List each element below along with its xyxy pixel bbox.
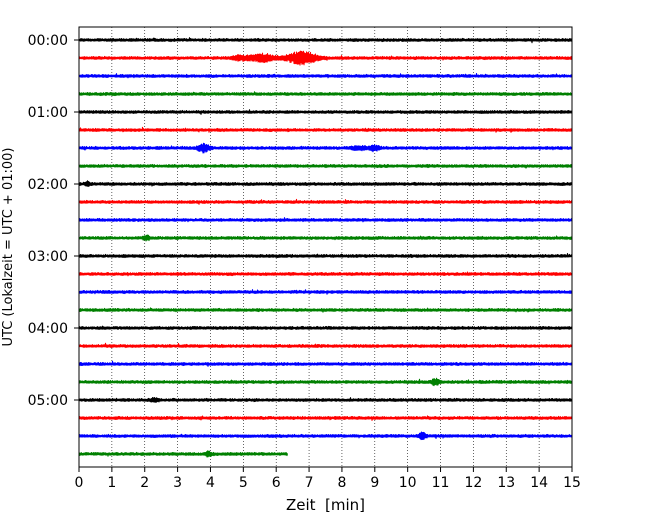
- x-tick-label: 5: [239, 475, 248, 491]
- trace-row-6: [78, 142, 573, 154]
- x-tick-label: 12: [464, 475, 482, 491]
- x-tick-label: 10: [399, 475, 417, 491]
- y-tick-label: 05:00: [28, 393, 68, 409]
- trace-row-5: [78, 126, 573, 133]
- x-tick-label: 2: [140, 475, 149, 491]
- seismic-traces: [78, 37, 573, 458]
- trace-row-7: [78, 163, 573, 169]
- trace-row-8: [78, 180, 573, 187]
- vertical-grid: [111, 27, 540, 467]
- trace-row-17: [78, 342, 573, 349]
- trace-row-13: [78, 271, 573, 277]
- trace-row-2: [78, 73, 573, 79]
- y-axis-title: UTC (Lokalzeit = UTC + 01:00): [1, 148, 16, 347]
- trace-row-14: [78, 289, 573, 295]
- y-tick-label: 04:00: [28, 321, 68, 337]
- x-tick-label: 4: [206, 475, 215, 491]
- x-tick-label: 15: [563, 475, 581, 491]
- x-axis: 0 1 2 3 4 5 6 7 8 9 10 11 12 13 14 15: [75, 467, 581, 491]
- x-axis-title: Zeit [min]: [286, 496, 365, 514]
- trace-row-21: [78, 415, 573, 421]
- trace-row-3: [78, 91, 573, 97]
- plot-frame: [78, 26, 573, 468]
- x-tick-label: 1: [107, 475, 116, 491]
- trace-row-23: [78, 450, 289, 458]
- trace-row-1: [78, 50, 573, 66]
- x-tick-label: 14: [530, 475, 548, 491]
- x-tick-label: 0: [75, 475, 84, 491]
- trace-row-20: [78, 397, 573, 403]
- trace-row-16: [78, 325, 573, 331]
- trace-row-22: [78, 431, 573, 441]
- trace-row-12: [78, 253, 573, 259]
- trace-row-18: [78, 360, 573, 367]
- x-tick-label: 8: [337, 475, 346, 491]
- x-tick-label: 11: [432, 475, 450, 491]
- trace-row-9: [78, 198, 573, 205]
- trace-row-0: [78, 37, 573, 44]
- trace-row-10: [78, 217, 573, 223]
- y-tick-label: 00:00: [28, 33, 68, 49]
- trace-row-15: [78, 307, 573, 313]
- x-tick-label: 7: [305, 475, 314, 491]
- trace-row-4: [78, 109, 573, 115]
- x-tick-label: 6: [272, 475, 281, 491]
- trace-row-11: [78, 234, 573, 242]
- y-tick-label: 03:00: [28, 249, 68, 265]
- x-tick-label: 13: [497, 475, 515, 491]
- y-tick-label: 01:00: [28, 105, 68, 121]
- x-tick-label: 3: [173, 475, 182, 491]
- y-tick-label: 02:00: [28, 177, 68, 193]
- y-axis: 00:00 01:00 02:00 03:00 04:00 05:00: [28, 33, 79, 409]
- x-tick-label: 9: [370, 475, 379, 491]
- trace-row-19: [78, 377, 573, 387]
